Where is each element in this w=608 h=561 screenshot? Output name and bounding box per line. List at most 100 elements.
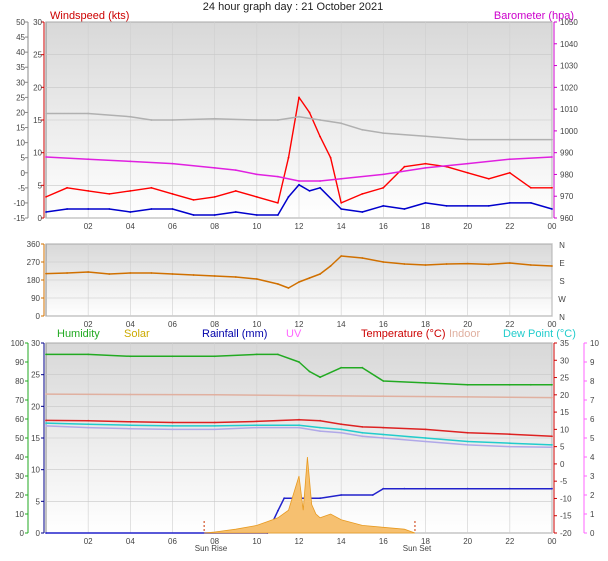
series-rainfall-mm--point [45, 532, 47, 534]
series-gust-point [466, 205, 469, 207]
series-direction-point [45, 272, 47, 275]
left_axis-tick-label: 5 [21, 154, 26, 163]
temp_axis-tick-label: 10 [560, 425, 569, 434]
sunset-label: Sun Set [403, 544, 432, 553]
series-windspeed-kts--point [340, 202, 343, 204]
left_axis-tick-label: -10 [13, 199, 25, 208]
series-dew-point-c--point [382, 433, 385, 436]
series-temperature-low-point [255, 426, 258, 429]
time-tick-label: 14 [337, 537, 346, 546]
series-indoor-point [129, 393, 132, 396]
time-tick-label: 12 [295, 222, 304, 231]
series-background-point [171, 119, 174, 121]
series-direction-point [487, 263, 490, 266]
series-dew-point-c--point [424, 437, 427, 439]
series-gust-point [108, 208, 111, 210]
series-direction-point [319, 273, 321, 275]
series-windspeed-kts--point [361, 193, 364, 195]
series-barometer-hpa--point [340, 177, 343, 180]
series-humidity-point [298, 361, 300, 363]
series-direction-point [66, 272, 68, 274]
series-gust-point [213, 214, 216, 216]
series-humidity-point [466, 383, 469, 386]
series-barometer-hpa--point [508, 158, 511, 161]
series-direction-point [551, 265, 553, 267]
series-direction-point [424, 264, 427, 266]
series-humidity-point [45, 353, 47, 356]
series-rainfall-mm--point [424, 487, 427, 490]
series-temperature-c--point [171, 421, 174, 424]
series-dew-point-c--point [255, 424, 258, 427]
legend-temperature-c: Temperature (°C) [361, 328, 445, 340]
series-direction-point [361, 257, 364, 259]
series-dew-point-c--point [340, 428, 343, 431]
left_axis-tick-label: 180 [27, 276, 41, 285]
time-tick-label: 14 [337, 320, 346, 329]
time-tick-label: 12 [295, 537, 304, 546]
series-gust-point [361, 211, 364, 213]
series-barometer-hpa--point [382, 173, 385, 176]
series-windspeed-kts--point [66, 186, 68, 189]
uv_axis-tick-label: 2 [590, 491, 595, 500]
series-background-point [150, 119, 153, 121]
series-windspeed-kts--point [87, 190, 90, 192]
series-gust-point [234, 211, 237, 213]
time-tick-label: 16 [379, 537, 388, 546]
series-gust-point [340, 208, 343, 210]
series-barometer-hpa--point [234, 169, 237, 172]
temp_axis-tick-label: -15 [560, 512, 572, 521]
series-direction-point [340, 255, 343, 257]
series-indoor-point [298, 394, 300, 397]
series-direction-point [277, 283, 279, 285]
left_axis-tick-label: 20 [16, 108, 25, 117]
time-tick-label: 22 [505, 537, 514, 546]
time-tick-label: 04 [126, 320, 135, 329]
series-direction-point [234, 276, 237, 278]
series-humidity-point [424, 382, 427, 384]
series-gust-point [66, 208, 68, 210]
uv_axis-tick-label: 10 [590, 339, 599, 348]
right_axis-tick-label: 1020 [560, 83, 578, 92]
left_axis-tick-label: 30 [16, 78, 25, 87]
series-humidity-point [361, 366, 364, 369]
series-temperature-c--point [551, 435, 553, 438]
time-tick-label: 12 [295, 320, 304, 329]
series-gust-point [487, 205, 490, 207]
series-windspeed-kts--point [508, 171, 511, 174]
series-solar [204, 456, 416, 534]
uv_axis-tick-label: 5 [590, 434, 595, 443]
series-gust-point [382, 205, 385, 207]
chart-title: 24 hour graph day : 21 October 2021 [203, 1, 383, 13]
left_axis-tick-label: 90 [31, 294, 40, 303]
compass-label: N [559, 313, 565, 322]
series-humidity-point [171, 355, 174, 358]
time-tick-label: 00 [548, 537, 557, 546]
sunrise-label: Sun Rise [195, 544, 228, 553]
series-temperature-low-point [466, 444, 469, 446]
right_axis-tick-label: 960 [560, 214, 574, 223]
series-dew-point-c--point [361, 431, 364, 434]
series-dew-point-c--point [45, 422, 47, 424]
rain_axis-tick-label: 0 [36, 529, 41, 538]
series-barometer-hpa- [45, 156, 553, 182]
series-indoor-point [45, 393, 47, 395]
series-humidity-point [129, 355, 132, 358]
compass-label: N [559, 241, 565, 250]
series-humidity [46, 353, 552, 386]
series-barometer-hpa--point [298, 180, 300, 182]
humidity_axis-tick-label: 70 [15, 396, 24, 405]
series-windspeed-kts--point [487, 177, 490, 180]
time-tick-label: 18 [421, 222, 430, 231]
inner_axis-tick-label: 20 [33, 83, 42, 92]
series-temperature-c--point [45, 419, 47, 422]
humidity_axis-tick-label: 100 [11, 339, 25, 348]
left_axis-tick-label: 50 [16, 18, 25, 27]
right_axis-tick-label: 970 [560, 192, 574, 201]
series-direction-point [129, 272, 132, 274]
time-tick-label: 08 [210, 537, 219, 546]
series-barometer-hpa--point [424, 167, 427, 169]
temp_axis-tick-label: -20 [560, 529, 572, 538]
series-humidity-point [319, 376, 321, 379]
left_axis-tick-label: -15 [13, 214, 25, 223]
time-tick-label: 00 [548, 320, 557, 329]
